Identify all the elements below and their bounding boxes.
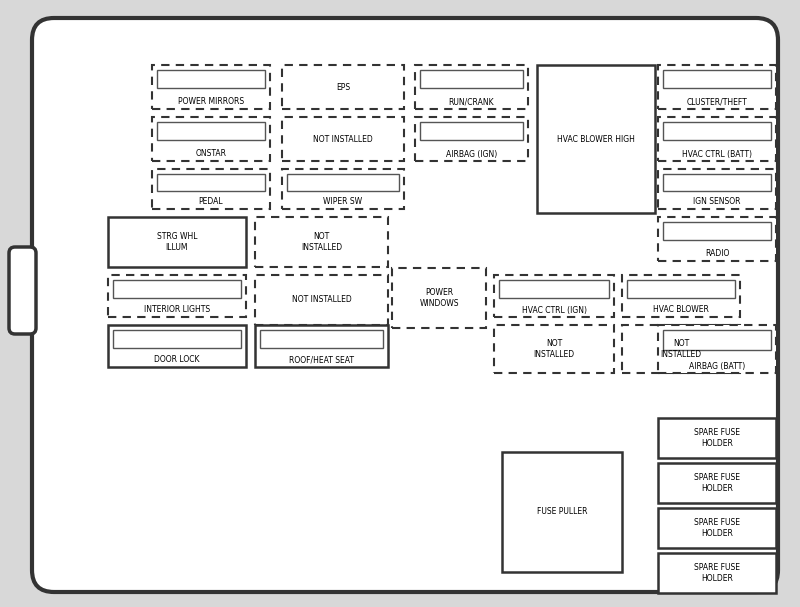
Text: NOT
INSTALLED: NOT INSTALLED <box>301 232 342 252</box>
Bar <box>287 174 399 191</box>
Text: EPS: EPS <box>336 83 350 92</box>
Text: INTERIOR LIGHTS: INTERIOR LIGHTS <box>144 305 210 314</box>
Bar <box>658 65 776 109</box>
Text: ROOF/HEAT SEAT: ROOF/HEAT SEAT <box>289 356 354 364</box>
Text: POWER
WINDOWS: POWER WINDOWS <box>419 288 458 308</box>
Text: DOOR LOCK: DOOR LOCK <box>154 356 200 364</box>
Bar <box>658 463 776 503</box>
Bar <box>663 330 771 350</box>
Text: ONSTAR: ONSTAR <box>195 149 226 158</box>
Text: SPARE FUSE
HOLDER: SPARE FUSE HOLDER <box>694 473 740 493</box>
Bar <box>627 280 735 297</box>
Bar <box>157 70 265 89</box>
Bar <box>108 325 246 367</box>
Bar <box>658 325 776 373</box>
Bar <box>663 70 771 89</box>
Bar <box>658 418 776 458</box>
Bar <box>420 70 523 89</box>
Text: NOT
INSTALLED: NOT INSTALLED <box>661 339 702 359</box>
Bar <box>658 508 776 548</box>
Text: PEDAL: PEDAL <box>198 197 223 206</box>
Text: SPARE FUSE
HOLDER: SPARE FUSE HOLDER <box>694 518 740 538</box>
Bar <box>260 330 383 348</box>
Bar <box>282 169 404 209</box>
Bar <box>658 117 776 161</box>
Text: NOT
INSTALLED: NOT INSTALLED <box>534 339 574 359</box>
Bar <box>502 452 622 572</box>
Text: AIRBAG (IGN): AIRBAG (IGN) <box>446 149 497 158</box>
Text: CLUSTER/THEFT: CLUSTER/THEFT <box>686 98 747 106</box>
Bar <box>415 65 528 109</box>
Text: HVAC BLOWER: HVAC BLOWER <box>653 305 709 314</box>
Bar <box>152 117 270 161</box>
Bar <box>392 268 486 328</box>
Bar <box>415 117 528 161</box>
Text: FUSE PULLER: FUSE PULLER <box>537 507 587 517</box>
FancyBboxPatch shape <box>9 247 36 334</box>
Text: NOT INSTALLED: NOT INSTALLED <box>292 296 351 305</box>
Bar <box>537 65 655 213</box>
Bar <box>663 174 771 191</box>
Bar <box>255 325 388 367</box>
Bar <box>658 217 776 261</box>
Bar <box>499 280 609 297</box>
Bar <box>663 222 771 240</box>
Text: IGN SENSOR: IGN SENSOR <box>694 197 741 206</box>
Bar <box>31 251 39 330</box>
Text: STRG WHL
ILLUM: STRG WHL ILLUM <box>157 232 198 252</box>
Bar <box>494 325 614 373</box>
Text: POWER MIRRORS: POWER MIRRORS <box>178 98 244 106</box>
Text: HVAC CTRL (BATT): HVAC CTRL (BATT) <box>682 149 752 158</box>
Bar <box>157 174 265 191</box>
Bar <box>420 122 523 140</box>
Text: WIPER SW: WIPER SW <box>323 197 362 206</box>
Bar <box>658 169 776 209</box>
Bar <box>622 275 740 317</box>
Text: RADIO: RADIO <box>705 249 729 259</box>
Text: HVAC BLOWER HIGH: HVAC BLOWER HIGH <box>557 135 635 143</box>
Bar <box>152 65 270 109</box>
Bar <box>157 122 265 140</box>
Text: SPARE FUSE
HOLDER: SPARE FUSE HOLDER <box>694 429 740 448</box>
Bar <box>255 275 388 325</box>
Text: HVAC CTRL (IGN): HVAC CTRL (IGN) <box>522 305 586 314</box>
Bar <box>113 280 241 297</box>
Bar <box>255 217 388 267</box>
Text: NOT INSTALLED: NOT INSTALLED <box>313 135 373 143</box>
Bar <box>494 275 614 317</box>
Bar <box>663 122 771 140</box>
Bar <box>658 553 776 593</box>
Text: AIRBAG (BATT): AIRBAG (BATT) <box>689 362 745 370</box>
Bar <box>108 275 246 317</box>
Bar <box>622 325 740 373</box>
Text: SPARE FUSE
HOLDER: SPARE FUSE HOLDER <box>694 563 740 583</box>
Bar <box>152 169 270 209</box>
Bar <box>108 217 246 267</box>
Bar <box>282 117 404 161</box>
Bar <box>113 330 241 348</box>
Text: RUN/CRANK: RUN/CRANK <box>449 98 494 106</box>
FancyBboxPatch shape <box>32 18 778 592</box>
Bar <box>282 65 404 109</box>
